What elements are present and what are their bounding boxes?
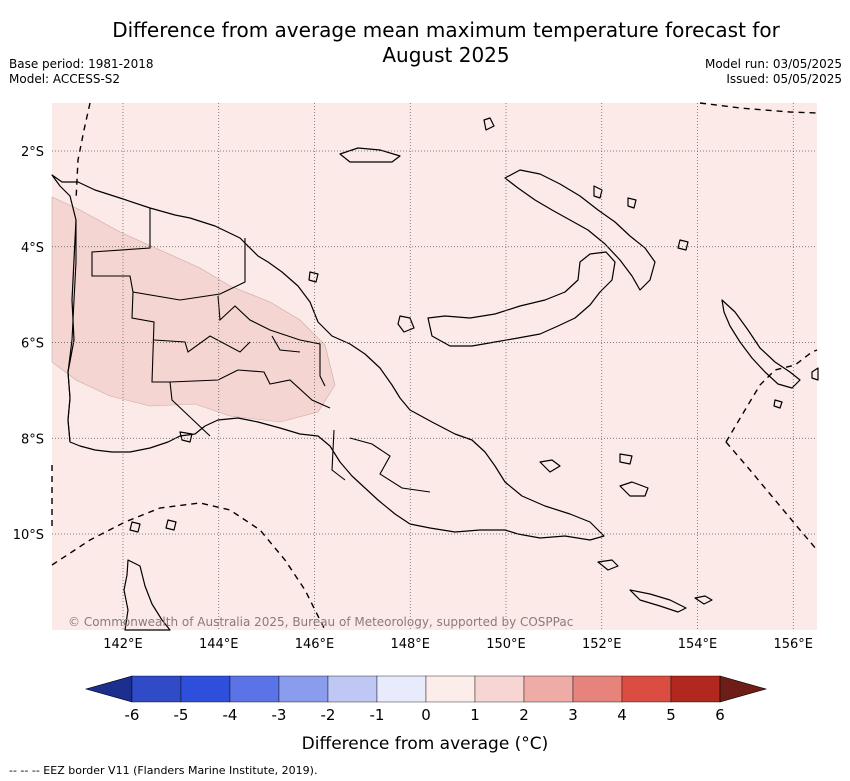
island-east-3 (694, 595, 713, 605)
island-north-3 (308, 271, 319, 283)
province-border-2 (131, 291, 211, 437)
colorbar-bin (621, 675, 672, 703)
lon-label: 142°E (103, 637, 143, 652)
colorbar-bin (670, 675, 721, 703)
island-east-7 (677, 239, 689, 251)
copyright-text: © Commonwealth of Australia 2025, Bureau… (68, 615, 573, 629)
island-east-1 (619, 481, 649, 497)
coastlines (51, 117, 819, 631)
indonesia-png-border (67, 220, 77, 443)
colorbar-tick-label: -2 (320, 706, 336, 724)
base-period: Base period: 1981-2018 (9, 57, 154, 71)
island-north-4 (627, 197, 637, 209)
torres-island-1 (179, 431, 193, 443)
cape-york-coast (123, 559, 171, 631)
colorbar (84, 675, 768, 703)
colorbar-bin (376, 675, 427, 703)
issued-date: Issued: 05/05/2025 (726, 72, 842, 86)
colorbar-tick-label: -1 (369, 706, 385, 724)
eez-east (725, 349, 818, 443)
province-border-7 (331, 429, 346, 481)
province-border-5 (237, 369, 331, 409)
model-name: Model: ACCESS-S2 (9, 72, 121, 86)
colorbar-bin (425, 675, 476, 703)
longitude-labels: 142°E 144°E 146°E 148°E 150°E 152°E 154°E 156°E (103, 637, 813, 652)
lat-label: 6°S (21, 337, 44, 352)
manus-coast (339, 147, 401, 163)
colorbar-tick-label: -3 (271, 706, 287, 724)
island-east-9 (773, 399, 783, 409)
colorbar-bin (229, 675, 280, 703)
meta-left: Base period: 1981-2018 Model: ACCESS-S2 (9, 57, 154, 87)
eez-west (75, 102, 91, 201)
colorbar-tick-label: 0 (421, 706, 431, 724)
torres-island-2 (165, 519, 177, 531)
colorbar-under-arrow (84, 675, 133, 703)
eez-borders (51, 102, 818, 631)
lon-label: 156°E (773, 637, 813, 652)
lat-label: 10°S (13, 528, 44, 543)
colorbar-tick-label: 3 (568, 706, 578, 724)
lat-label: 8°S (21, 432, 44, 447)
island-north-2 (397, 315, 415, 333)
title-line-2: August 2025 (382, 43, 510, 67)
island-east-5 (539, 459, 561, 473)
new-britain-coast (427, 251, 616, 347)
colorbar-tick-label: 6 (715, 706, 725, 724)
colorbar-over-arrow (719, 675, 768, 703)
lon-label: 150°E (486, 637, 526, 652)
island-east-8 (811, 367, 819, 381)
eez-south-west (51, 502, 326, 631)
colorbar-bin (572, 675, 623, 703)
map-title: Difference from average mean maximum tem… (40, 18, 850, 68)
colorbar-bin (523, 675, 574, 703)
eez-south-east (725, 441, 818, 551)
lon-label: 154°E (678, 637, 718, 652)
colorbar-tick-label: -5 (173, 706, 189, 724)
colorbar-tick-label: 1 (470, 706, 480, 724)
province-border-8 (349, 437, 431, 493)
island-north-1 (483, 117, 495, 131)
eez-north-east (699, 102, 818, 114)
island-north-5 (593, 185, 603, 199)
new-ireland-coast (504, 169, 656, 291)
province-borders (67, 208, 431, 493)
province-border-6 (169, 369, 239, 383)
province-border-3 (153, 335, 251, 353)
latitude-labels: 2°S 4°S 6°S 8°S 10°S (13, 145, 44, 543)
lon-label: 148°E (390, 637, 430, 652)
lon-label: 146°E (295, 637, 335, 652)
province-border-9 (271, 335, 301, 353)
eez-footnote: -- -- -- EEZ border V11 (Flanders Marine… (9, 764, 318, 777)
island-east-4 (597, 559, 619, 571)
province-border-1 (91, 208, 246, 301)
island-east-2 (629, 589, 687, 613)
colorbar-tick-label: 2 (519, 706, 529, 724)
colorbar-bin (278, 675, 329, 703)
lat-label: 2°S (21, 145, 44, 160)
meta-right: Model run: 03/05/2025 Issued: 05/05/2025 (705, 57, 842, 87)
title-line-1: Difference from average mean maximum tem… (112, 18, 780, 42)
colorbar-tick-label: 4 (617, 706, 627, 724)
colorbar-tick-label: -4 (222, 706, 238, 724)
model-run: Model run: 03/05/2025 (704, 57, 842, 71)
colorbar-tick-label: 5 (666, 706, 676, 724)
lon-label: 144°E (199, 637, 239, 652)
bougainville-coast (721, 299, 801, 389)
colorbar-bin (474, 675, 525, 703)
colorbar-bin (327, 675, 378, 703)
province-border-4 (217, 295, 326, 387)
gridlines (52, 103, 817, 630)
colorbar-bin (180, 675, 231, 703)
colorbar-bin (131, 675, 182, 703)
colorbar-label: Difference from average (°C) (301, 734, 549, 754)
island-east-6 (619, 453, 633, 465)
colorbar-tick-label: -6 (124, 706, 140, 724)
torres-island-3 (129, 521, 141, 533)
lat-label: 4°S (21, 241, 44, 256)
lon-label: 152°E (582, 637, 622, 652)
